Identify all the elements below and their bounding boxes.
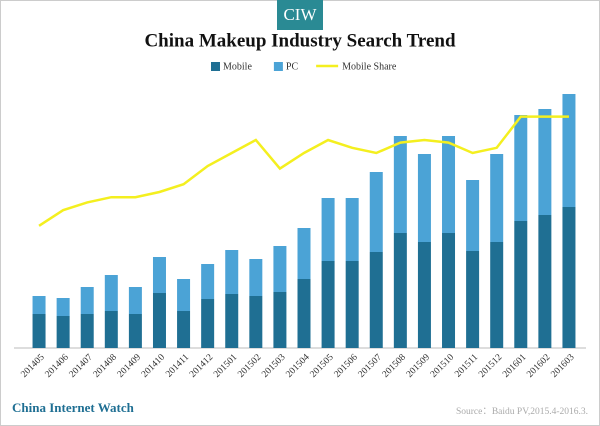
bar — [297, 228, 311, 279]
bar — [225, 294, 239, 348]
bar — [321, 198, 335, 261]
bar — [249, 296, 263, 348]
bar — [562, 94, 576, 207]
bar — [321, 261, 335, 348]
bar — [369, 252, 383, 348]
line — [38, 115, 569, 227]
bar — [128, 314, 142, 348]
chart-title: China Makeup Industry Search Trend — [144, 30, 456, 51]
bar — [273, 246, 287, 292]
bar — [249, 259, 263, 296]
source: Source：Baidu PV,2015.4-2016.3. — [456, 407, 588, 417]
bar — [104, 275, 118, 311]
bar — [297, 279, 311, 348]
badge: CIW — [283, 5, 317, 24]
bar — [393, 136, 407, 233]
bar — [201, 264, 215, 299]
bar — [80, 287, 94, 314]
brand: China Internet Watch — [12, 400, 135, 415]
bar — [152, 257, 166, 293]
bar — [490, 154, 504, 242]
bar — [442, 233, 456, 348]
bar — [32, 296, 46, 314]
bar — [538, 215, 552, 348]
bar — [345, 261, 359, 348]
bar — [56, 316, 70, 348]
bar — [466, 251, 480, 348]
legend-label: PC — [286, 61, 299, 72]
bar — [490, 242, 504, 348]
bar — [562, 207, 576, 348]
bar — [128, 287, 142, 314]
bar — [393, 233, 407, 348]
bar — [104, 311, 118, 348]
bar — [442, 136, 456, 233]
bar — [514, 221, 528, 348]
bar — [80, 314, 94, 348]
bar — [32, 314, 46, 348]
bar — [225, 250, 239, 294]
bar — [177, 279, 191, 311]
bar — [152, 293, 166, 348]
bar — [369, 172, 383, 252]
legend-swatch — [273, 62, 283, 71]
bar — [466, 180, 480, 251]
bar — [417, 242, 431, 348]
legend: Mobile PC Mobile Share — [211, 61, 397, 72]
bar — [345, 198, 359, 261]
bar — [417, 154, 431, 242]
badge-box — [277, 0, 323, 30]
bar — [273, 292, 287, 348]
bar — [56, 298, 70, 316]
bar — [514, 115, 528, 221]
bar — [177, 311, 191, 348]
legend-label: Mobile Share — [342, 61, 397, 72]
bar — [538, 109, 552, 215]
legend-swatch — [211, 62, 220, 71]
bar — [201, 299, 215, 348]
legend-label: Mobile — [223, 61, 252, 72]
